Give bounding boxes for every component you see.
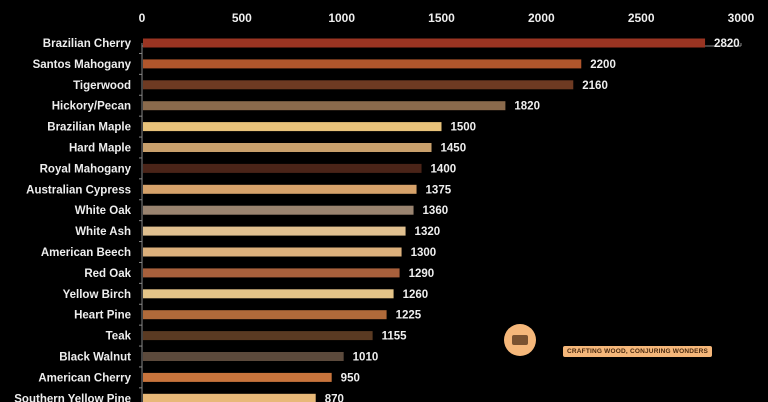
category-label: Hickory/Pecan [52, 101, 131, 113]
category-label: Brazilian Cherry [43, 38, 132, 50]
data-label: 1360 [423, 205, 449, 217]
category-label: Black Walnut [59, 352, 131, 364]
category-label: Red Oak [84, 268, 131, 280]
category-label: Teak [106, 331, 132, 343]
bar [143, 226, 406, 236]
category-label: Southern Yellow Pine [14, 393, 131, 402]
category-label: Royal Mahogany [40, 163, 132, 175]
brand-tagline: CRAFTING WOOD, CONJURING WONDERS [563, 346, 713, 357]
data-label: 1300 [411, 247, 437, 259]
category-label: Yellow Birch [63, 289, 131, 301]
wood-logo-icon [512, 335, 528, 345]
category-label: American Cherry [38, 372, 131, 384]
bar [143, 289, 394, 299]
bar [143, 122, 442, 132]
bar [143, 268, 400, 278]
category-label: Heart Pine [74, 310, 131, 322]
brand-logo [504, 324, 536, 356]
data-label: 1400 [431, 163, 457, 175]
bar [143, 352, 344, 361]
data-label: 950 [341, 372, 360, 384]
bar [143, 372, 332, 382]
x-tick-label: 3000 [728, 11, 755, 25]
bar [143, 184, 417, 194]
data-label: 1225 [396, 310, 422, 322]
x-tick-label: 1000 [328, 11, 355, 25]
bar [143, 393, 316, 402]
data-label: 1260 [403, 289, 429, 301]
bar [143, 101, 506, 111]
category-label: White Ash [75, 226, 131, 238]
bar [143, 310, 387, 320]
data-label: 2160 [582, 80, 608, 92]
bar [143, 143, 432, 152]
x-tick-label: 2500 [628, 11, 655, 25]
x-tick-label: 1500 [428, 11, 455, 25]
data-label: 2200 [590, 59, 616, 71]
data-label: 1500 [451, 122, 477, 134]
data-label: 1320 [415, 226, 441, 238]
bar [143, 38, 706, 48]
data-label: 1010 [353, 352, 379, 364]
bar [143, 205, 414, 215]
category-label: Hard Maple [69, 143, 131, 155]
bar [143, 80, 574, 90]
data-label: 1450 [441, 143, 467, 155]
data-label: 1820 [514, 101, 540, 113]
category-label: American Beech [41, 247, 131, 259]
category-label: Santos Mahogany [33, 59, 132, 71]
data-label: 2820 [714, 38, 740, 50]
data-label: 1375 [426, 184, 452, 196]
x-tick-label: 500 [232, 11, 252, 25]
category-label: Brazilian Maple [47, 122, 131, 134]
bar [143, 331, 373, 341]
bar [143, 163, 422, 173]
category-label: White Oak [75, 205, 132, 217]
data-label: 1155 [382, 331, 408, 343]
bar [143, 59, 582, 69]
x-tick-label: 2000 [528, 11, 555, 25]
data-label: 1290 [409, 268, 435, 280]
bar [143, 247, 402, 257]
x-tick-label: 0 [139, 11, 146, 25]
data-label: 870 [325, 393, 344, 402]
category-label: Tigerwood [73, 80, 131, 92]
category-label: Australian Cypress [26, 184, 131, 196]
